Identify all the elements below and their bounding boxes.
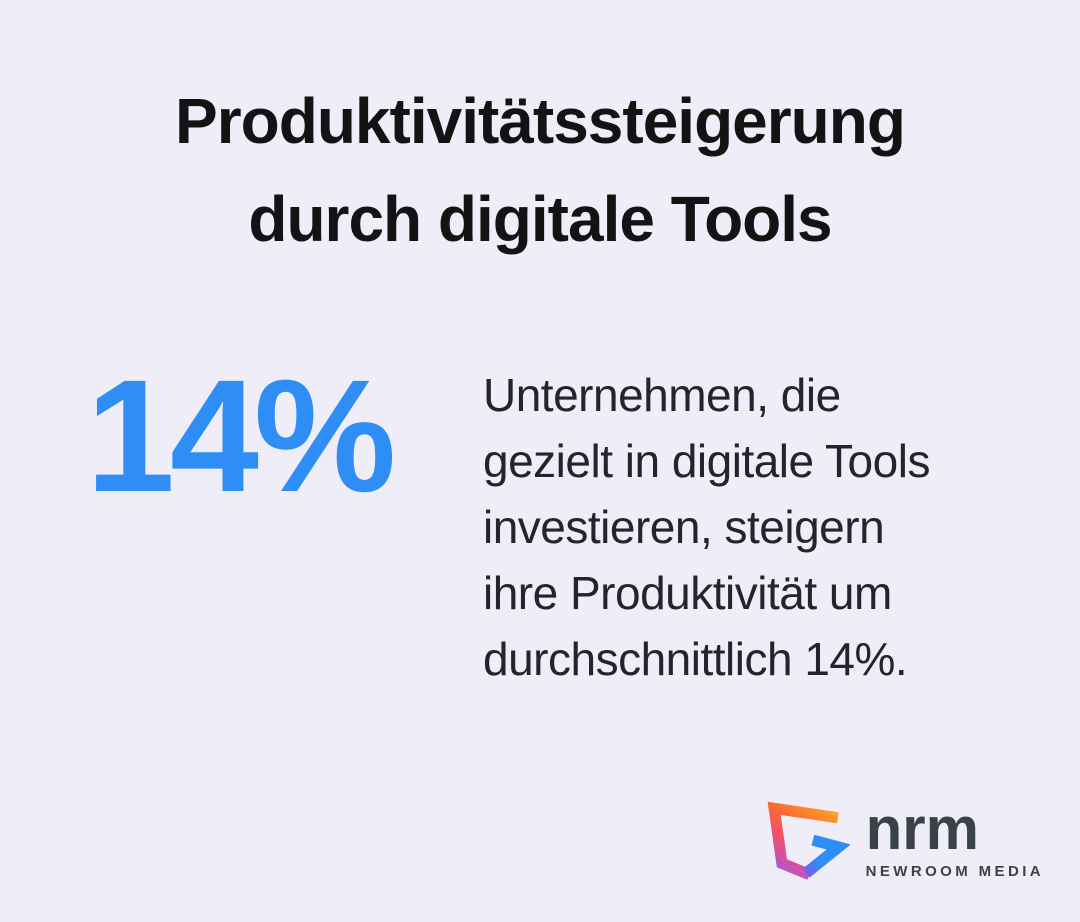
stat-value: 14% [86,346,396,525]
stat-description: Unternehmen, die gezielt in digitale Too… [483,369,930,685]
logo-text: nrm NEWROOM MEDIA [865,794,1044,880]
logo-subtitle: NEWROOM MEDIA [865,862,1044,880]
logo-brand: nrm [865,794,979,862]
page-title: Produktivitätssteigerung durch digitale … [175,85,906,255]
newroom-media-logo-icon [767,801,850,880]
logo: nrm NEWROOM MEDIA [762,798,1044,884]
